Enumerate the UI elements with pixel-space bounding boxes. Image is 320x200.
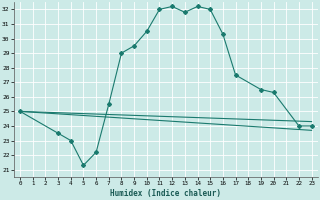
X-axis label: Humidex (Indice chaleur): Humidex (Indice chaleur) <box>110 189 221 198</box>
